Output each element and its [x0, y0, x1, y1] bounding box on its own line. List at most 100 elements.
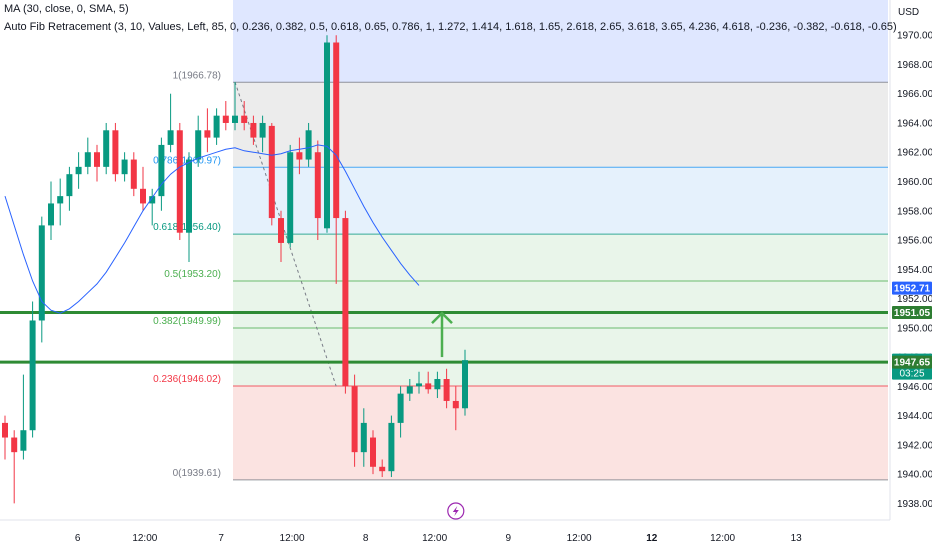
fib-level-label: 0.382(1949.99)	[153, 316, 221, 327]
fib-zone-0236-0	[233, 386, 888, 480]
candle-body	[176, 130, 183, 233]
y-tick-label: 1952.00	[897, 294, 932, 305]
candle-body	[38, 225, 45, 321]
ma-line	[4, 144, 420, 314]
fib-level-label: 1(1966.78)	[173, 70, 221, 81]
candle-body	[241, 115, 248, 123]
y-tick-label: 1964.00	[897, 118, 932, 129]
currency-label: USD	[898, 7, 919, 18]
candle-body	[186, 159, 192, 233]
candle-body	[360, 422, 367, 453]
up-arrow-head	[431, 311, 453, 325]
candle-body	[140, 188, 146, 204]
ma-indicator-legend[interactable]: MA (30, close, 0, SMA, 5)	[4, 3, 129, 15]
y-tick-label: 1950.00	[897, 323, 932, 334]
y-tick-label: 1954.00	[897, 265, 932, 276]
candle-body	[250, 122, 257, 138]
candle-body	[204, 130, 211, 138]
y-tick-label: 1938.00	[897, 499, 932, 510]
candle-body	[167, 130, 174, 145]
y-tick-label: 1958.00	[897, 206, 932, 217]
candle-body	[213, 115, 220, 138]
y-tick-label: 1960.00	[897, 177, 932, 188]
candle-body	[305, 130, 312, 160]
candle-body	[84, 152, 91, 167]
candle-body	[158, 144, 165, 197]
x-tick-label: 9	[505, 533, 511, 544]
y-tick-label: 1968.00	[897, 60, 932, 71]
y-tick-label: 1942.00	[897, 440, 932, 451]
candle-body	[388, 422, 395, 472]
candle-body	[259, 122, 266, 138]
y-tick-label: 1944.00	[897, 411, 932, 422]
candle-body	[397, 393, 404, 423]
x-tick-label: 12	[646, 533, 658, 544]
candle-body	[416, 383, 422, 387]
x-tick-label: 13	[791, 533, 803, 544]
x-tick-label: 12:00	[280, 533, 305, 544]
countdown-label: 03:25	[899, 369, 924, 380]
candle-body	[324, 42, 330, 229]
candle-body	[287, 152, 294, 243]
price-badge-label: 1951.05	[894, 308, 931, 319]
fib-level-label: 0.5(1953.20)	[164, 269, 221, 280]
x-tick-label: 8	[363, 533, 369, 544]
x-tick-label: 12:00	[710, 533, 735, 544]
y-tick-label: 1970.00	[897, 31, 932, 42]
fib-level-label: 0.236(1946.02)	[153, 374, 221, 385]
x-tick-label: 6	[75, 533, 81, 544]
candle-body	[452, 400, 459, 409]
price-badge-label: 1952.71	[894, 284, 931, 295]
candle-body	[222, 115, 229, 123]
candle-body	[462, 360, 468, 409]
fib-level-label: 0(1939.61)	[173, 468, 221, 479]
candle-body	[11, 437, 18, 453]
x-tick-label: 12:00	[567, 533, 592, 544]
candle-body	[296, 152, 303, 160]
candle-body	[121, 159, 128, 175]
candle-body	[130, 159, 137, 189]
candle-body	[57, 196, 64, 204]
candle-body	[425, 383, 432, 390]
candle-body	[29, 320, 36, 431]
price-badge	[892, 355, 932, 369]
candle-body	[434, 379, 441, 390]
candle-body	[48, 203, 54, 226]
candle-body	[370, 437, 376, 467]
price-badge-label: 1947.65	[894, 358, 931, 369]
fib-indicator-legend[interactable]: Auto Fib Retracement (3, 10, Values, Lef…	[4, 21, 897, 33]
candle-body	[406, 386, 413, 394]
candle-body	[379, 466, 386, 472]
candle-body	[2, 422, 8, 438]
y-tick-label: 1962.00	[897, 148, 932, 159]
candle-body	[278, 218, 284, 243]
candle-body	[314, 152, 321, 219]
candle-body	[351, 386, 358, 453]
candle-body	[268, 125, 275, 219]
x-tick-label: 7	[218, 533, 224, 544]
x-tick-label: 12:00	[132, 533, 157, 544]
y-tick-label: 1956.00	[897, 236, 932, 247]
y-tick-label: 1966.00	[897, 89, 932, 100]
candle-body	[342, 218, 349, 387]
price-badge	[892, 281, 932, 295]
y-tick-label: 1940.00	[897, 470, 932, 481]
x-tick-label: 12:00	[422, 533, 447, 544]
y-tick-label: 1946.00	[897, 382, 932, 393]
candle-body	[232, 115, 238, 123]
fib-zone-0786-0618	[233, 167, 888, 235]
candle-body	[94, 152, 100, 167]
candle-body	[66, 174, 73, 197]
candle-body	[20, 430, 27, 451]
candle-body	[149, 196, 156, 204]
candle-body	[75, 166, 82, 175]
fib-zone-1-0786	[233, 82, 888, 168]
price-badge	[892, 305, 932, 319]
candle-body	[195, 130, 202, 160]
candle-body	[443, 379, 450, 401]
price-axis-bg	[890, 0, 932, 550]
lightning-icon-glyph	[452, 506, 459, 516]
candle-body	[333, 42, 340, 219]
